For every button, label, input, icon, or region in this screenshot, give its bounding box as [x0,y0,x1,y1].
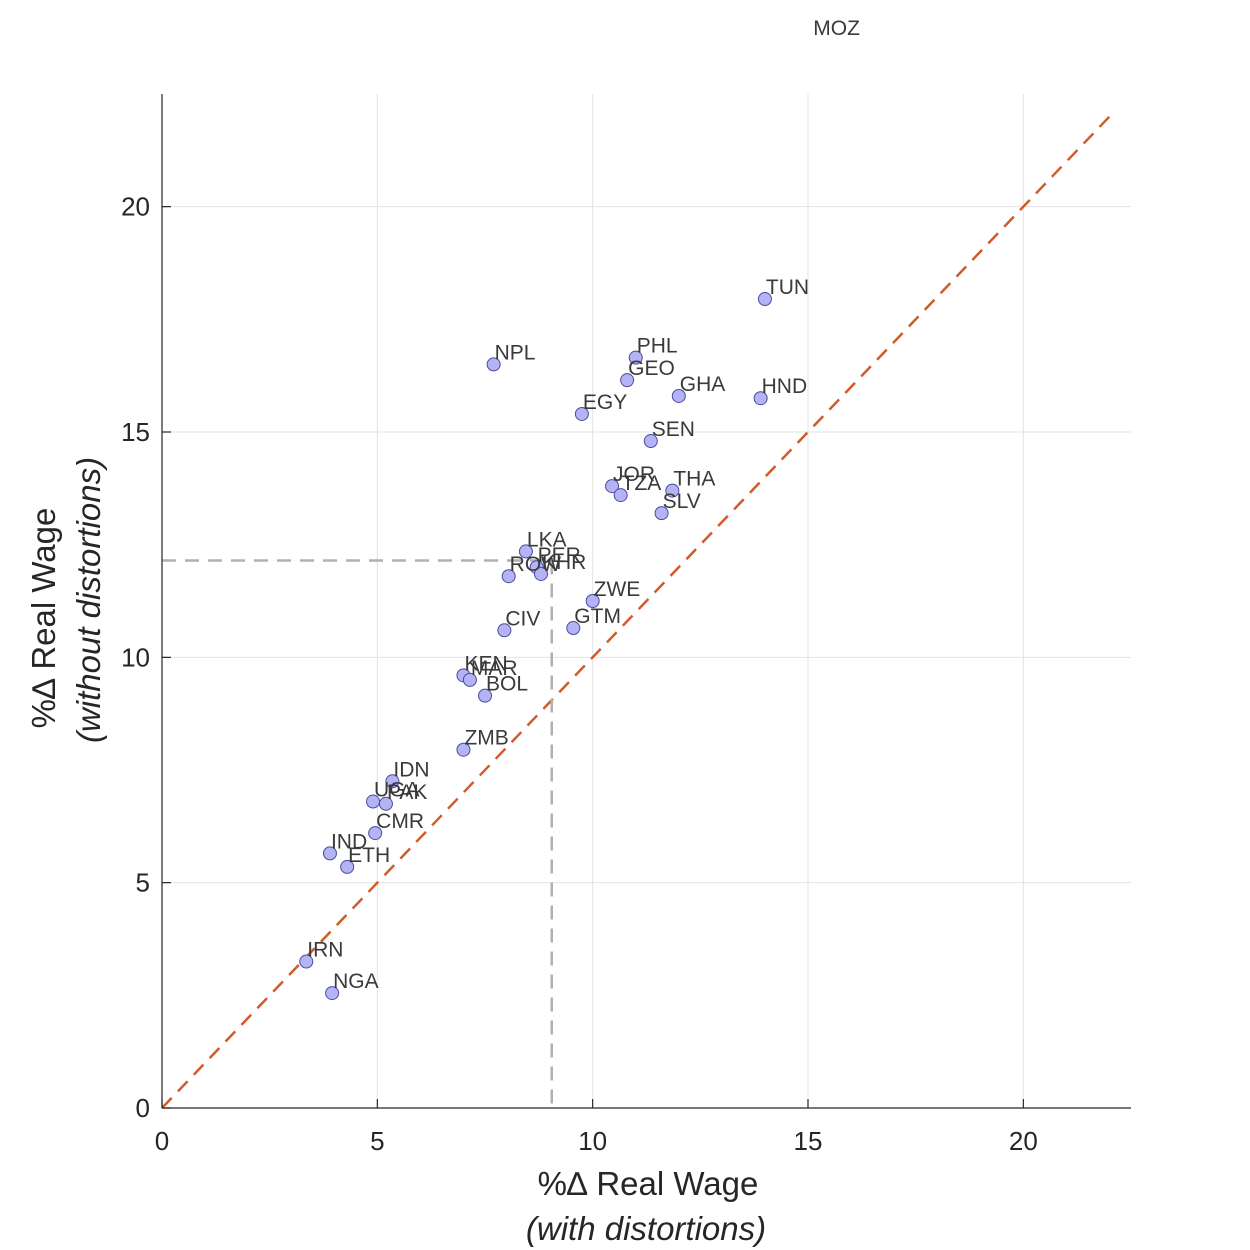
y-tick-label: 15 [121,417,150,447]
data-point-tun [757,292,772,307]
points-layer [299,292,772,1001]
data-point-phl [628,350,643,365]
point-label-tun: TUN [766,276,809,299]
data-point-gha [671,388,686,403]
point-label-eth: ETH [348,844,390,867]
point-label-egy: EGY [583,391,627,414]
data-point-pak [378,796,393,811]
data-point-geo [620,373,635,388]
axes-layer: 0 5 10 15 20 0 5 10 15 20 [121,94,1131,1156]
data-point-nga [325,986,340,1001]
data-point-civ [497,623,512,638]
data-point-eth [340,859,355,874]
data-point-sen [643,434,658,449]
data-point-bol [478,688,492,703]
data-point-zwe [585,594,600,608]
point-label-gha: GHA [680,373,726,396]
point-label-sen: SEN [652,418,695,441]
y-axis-title: %∆ Real Wage [25,508,62,729]
y-tick-label: 5 [136,868,150,898]
point-label-hnd: HND [762,375,808,398]
point-label-jor: JOR [613,463,655,486]
point-label-civ: CIV [505,607,540,630]
point-label-khr: KHR [542,551,586,574]
point-label-ken: KEN [464,652,507,675]
point-label-ind: IND [331,830,367,853]
x-tick-label: 20 [1009,1126,1038,1156]
x-axis-subtitle: (with distortions) [526,1210,766,1247]
point-label-gtm: GTM [574,605,621,628]
data-point-mar [462,672,477,687]
point-label-lka: LKA [527,528,567,551]
y-tick-label: 20 [121,192,150,222]
point-label-bol: BOL [486,673,528,696]
reference-layer [161,115,1111,1109]
point-label-moz: MOZ [813,17,860,40]
data-point-hnd [753,391,768,406]
point-label-pak: PAK [387,781,427,804]
data-point-tha [665,483,680,498]
y-tick-label: 10 [121,642,150,672]
data-point-row [501,569,516,584]
point-label-per: PER [538,544,581,567]
data-point-cmr [368,826,383,841]
data-point-jor [605,479,620,494]
point-label-zmb: ZMB [464,727,508,750]
data-point-idn [385,774,400,789]
data-point-irn [299,954,314,969]
point-label-npl: NPL [495,341,536,364]
point-label-nga: NGA [333,970,379,993]
x-tick-label: 15 [794,1126,823,1156]
data-point-egy [574,406,589,421]
data-point-lka [518,544,533,559]
x-tick-label: 5 [370,1126,384,1156]
data-point-ind [322,846,337,861]
point-label-cmr: CMR [376,810,424,833]
point-label-slv: SLV [663,490,701,513]
point-label-mar: MAR [471,657,518,680]
data-point-slv [654,506,669,521]
point-label-tza: TZA [622,472,662,495]
point-label-irn: IRN [307,939,343,962]
x-tick-label: 10 [578,1126,607,1156]
data-point-zmb [456,742,471,757]
point-label-idn: IDN [393,758,429,781]
data-point-gtm [566,621,581,636]
point-label-row: ROW [510,553,561,576]
point-label-tha: THA [673,468,715,491]
data-point-khr [533,566,548,581]
y-axis-subtitle: (without distortions) [70,457,107,743]
point-label-zwe: ZWE [594,578,641,601]
x-axis-title: %∆ Real Wage [538,1165,759,1202]
point-label-uga: UGA [374,779,420,802]
point-label-geo: GEO [628,357,675,380]
data-point-tza [613,488,628,503]
point-label-phl: PHL [637,335,678,358]
data-point-npl [486,357,501,372]
y-tick-label: 0 [136,1093,150,1123]
x-tick-label: 0 [155,1126,169,1156]
